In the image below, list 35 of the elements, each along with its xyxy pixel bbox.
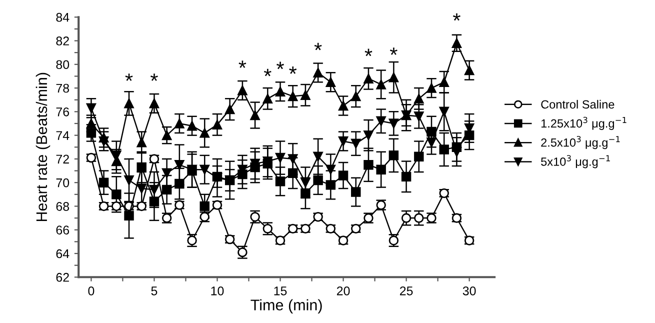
legend-label: 5x10$^{3}$ μg.g$^{−1}$ — [541, 155, 610, 168]
annotation: * — [150, 74, 158, 81]
annotation: * — [276, 62, 284, 70]
legend-label: Control Saline — [541, 100, 614, 109]
y-tick-label: 76 — [56, 107, 70, 116]
x-tick-label: 0 — [88, 286, 94, 296]
y-tick-label: 62 — [56, 272, 69, 282]
y-tick-label: 78 — [56, 84, 70, 93]
annotation: * — [390, 48, 398, 55]
x-tick-label: 5 — [151, 286, 158, 296]
x-tick-label: 20 — [336, 286, 350, 296]
annotation: * — [452, 13, 460, 21]
y-tick-label: 68 — [56, 202, 70, 211]
y-tick-label: 80 — [56, 60, 70, 70]
y-tick-label: 66 — [56, 226, 70, 235]
annotation: * — [314, 42, 322, 50]
x-axis-title: Time (min) — [250, 299, 322, 314]
y-tick-label: 84 — [56, 12, 70, 22]
y-axis-title: Heart rate (Beats/min) — [36, 72, 50, 222]
x-tick-label: 25 — [400, 286, 413, 296]
y-tick-label: 64 — [56, 249, 70, 258]
x-tick-label: 10 — [211, 286, 224, 296]
legend-label: 2.5x10$^{3}$ μg.g$^{−1}$ — [541, 136, 620, 150]
y-tick-label: 72 — [56, 154, 69, 164]
y-tick-label: 82 — [56, 36, 69, 46]
annotation: * — [238, 60, 246, 68]
annotation: * — [264, 68, 272, 76]
y-tick-label: 74 — [56, 131, 70, 140]
x-tick-label: 15 — [274, 286, 287, 296]
y-tick-label: 70 — [56, 178, 70, 188]
annotation: * — [125, 74, 133, 81]
legend-label: 1.25x10$^{3}$ μg.g$^{−1}$ — [541, 116, 626, 130]
x-tick-label: 30 — [462, 286, 476, 296]
annotation: * — [289, 66, 297, 74]
annotation: * — [364, 48, 372, 56]
